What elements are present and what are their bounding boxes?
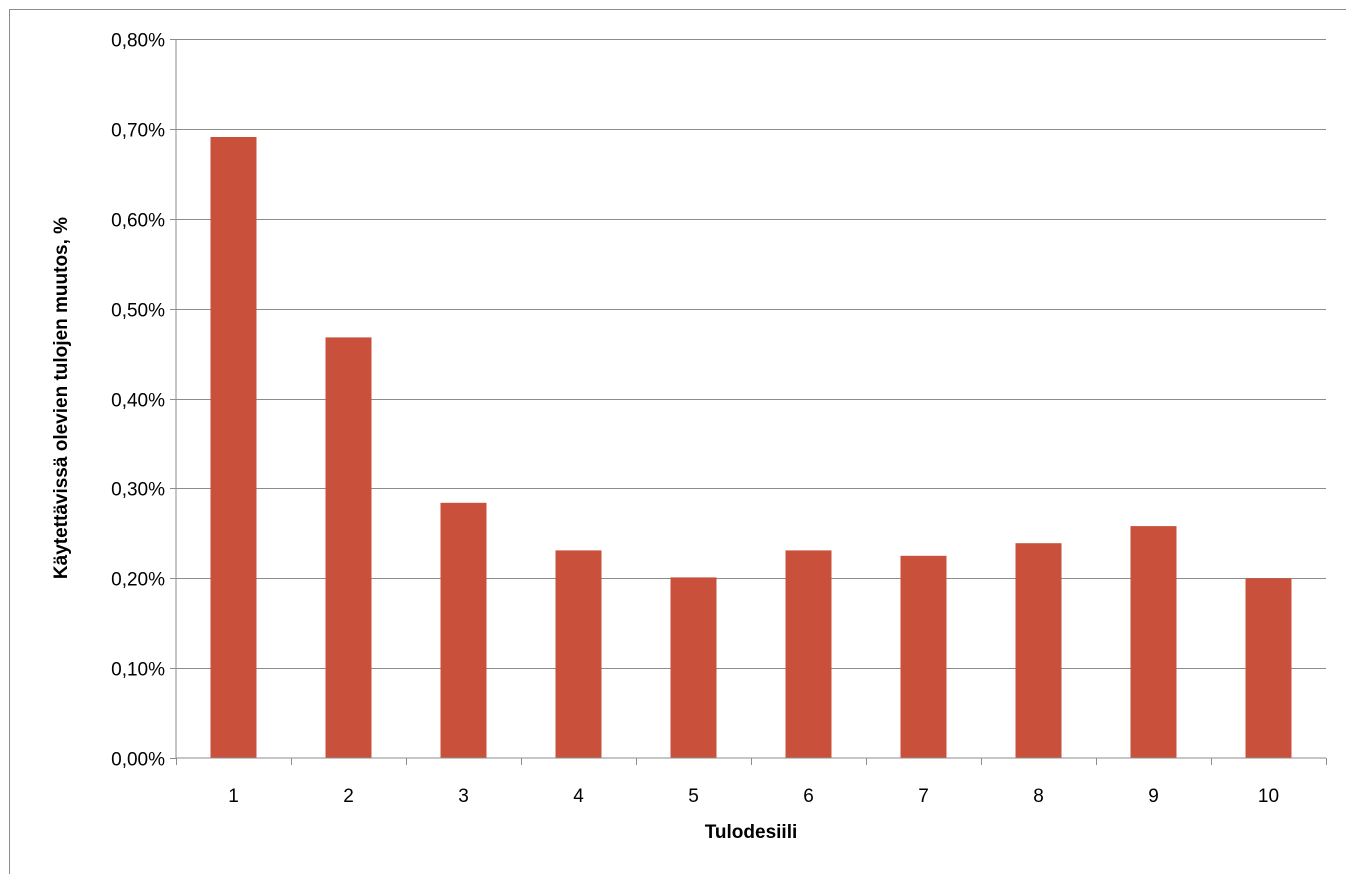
x-tick-label: 8 [1033, 786, 1044, 807]
y-tick-labels: 0,00% 0,10% 0,20% 0,30% 0,40% 0,50% 0,60% 0,70%… [111, 31, 165, 771]
bar-10 [1245, 578, 1292, 759]
bar-3 [440, 502, 487, 758]
chart-frame [9, 9, 1346, 874]
y-tick-label: 0,70% [111, 121, 165, 142]
bar-1 [210, 137, 257, 758]
x-tick-label: 7 [918, 786, 929, 807]
y-tick-label: 0,00% [111, 750, 165, 771]
y-tick-label: 0,50% [111, 301, 165, 322]
x-tick-labels: 1 2 3 4 5 6 7 8 9 10 [228, 786, 1279, 807]
x-tick-label: 6 [803, 786, 814, 807]
bar-8 [1015, 543, 1062, 758]
y-tick-label: 0,60% [111, 211, 165, 232]
bar-4 [555, 550, 602, 758]
bar-2 [325, 337, 372, 758]
bars [210, 137, 1292, 759]
y-tick-label: 0,30% [111, 480, 165, 501]
bar-7 [900, 555, 947, 758]
x-tick-label: 10 [1258, 786, 1279, 807]
x-tick-label: 9 [1148, 786, 1159, 807]
y-tick-label: 0,10% [111, 660, 165, 681]
x-tick-label: 3 [458, 786, 469, 807]
axes [170, 39, 1327, 765]
gridlines [176, 39, 1326, 669]
y-axis-title: Käytettävissä olevien tulojen muutos, % [51, 217, 72, 579]
x-tick-label: 4 [573, 786, 584, 807]
x-tick-label: 1 [228, 786, 239, 807]
y-tick-label: 0,80% [111, 31, 165, 52]
bar-6 [785, 550, 832, 758]
y-tick-label: 0,40% [111, 391, 165, 412]
x-axis-title: Tulodesiili [705, 822, 798, 843]
bar-9 [1130, 526, 1177, 758]
y-tick-label: 0,20% [111, 570, 165, 591]
bar-5 [670, 577, 717, 758]
x-tick-label: 2 [343, 786, 354, 807]
x-tick-label: 5 [688, 786, 699, 807]
